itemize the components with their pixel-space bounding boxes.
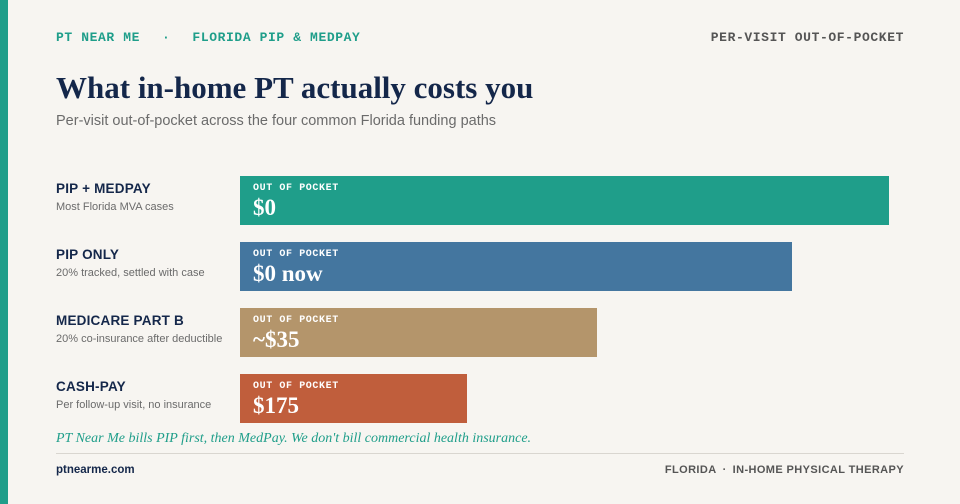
- category-description: 20% tracked, settled with case: [56, 267, 205, 279]
- brand-separator: ·: [162, 30, 171, 45]
- category-description: Most Florida MVA cases: [56, 201, 174, 213]
- billing-note: PT Near Me bills PIP first, then MedPay.…: [56, 431, 532, 446]
- bar-value-label: $0 now: [253, 261, 323, 286]
- row-label: CASH-PAY Per follow-up visit, no insuranc…: [56, 379, 236, 411]
- footer-service: IN-HOME PHYSICAL THERAPY: [732, 464, 904, 476]
- category-label: CASH-PAY: [56, 379, 126, 394]
- row-label: PIP + MEDPAY Most Florida MVA cases: [56, 181, 236, 213]
- category-label: MEDICARE PART B: [56, 313, 185, 328]
- bar-value-label: ~$35: [253, 327, 300, 352]
- footer-tagline: FLORIDA · IN-HOME PHYSICAL THERAPY: [665, 464, 904, 476]
- chart-row: CASH-PAY Per follow-up visit, no insuranc…: [56, 374, 906, 423]
- cost-bar: OUT OF POCKET $0: [240, 176, 889, 225]
- header-tagline: PER-VISIT OUT-OF-POCKET: [710, 30, 904, 45]
- chart-row: PIP + MEDPAY Most Florida MVA cases OUT OF…: [56, 176, 906, 225]
- footer-divider: [56, 453, 904, 454]
- row-label: MEDICARE PART B 20% co-insurance after de…: [56, 313, 236, 345]
- top-bar: PT NEAR ME · FLORIDA PIP & MEDPAY PER-VI…: [56, 30, 904, 45]
- row-label: PIP ONLY 20% tracked, settled with case: [56, 247, 236, 279]
- page-title: What in-home PT actually costs you: [56, 70, 534, 105]
- bar-value-label: $0: [253, 195, 276, 220]
- page-subtitle: Per-visit out-of-pocket across the four …: [56, 113, 497, 129]
- brand-region: FLORIDA PIP & MEDPAY: [192, 30, 361, 45]
- bar-value-label: $175: [253, 393, 299, 418]
- footer-site: ptnearme.com: [56, 464, 135, 476]
- bar-caption: OUT OF POCKET: [253, 381, 339, 392]
- cost-bar: OUT OF POCKET ~$35: [240, 308, 597, 357]
- brand-line: PT NEAR ME · FLORIDA PIP & MEDPAY: [56, 30, 360, 45]
- category-label: PIP ONLY: [56, 247, 120, 262]
- left-accent-stripe: [0, 0, 8, 504]
- footer-separator: ·: [722, 464, 727, 476]
- cost-bar: OUT OF POCKET $175: [240, 374, 467, 423]
- chart-row: PIP ONLY 20% tracked, settled with case OU…: [56, 242, 906, 291]
- bar-caption: OUT OF POCKET: [253, 183, 339, 194]
- cost-bar-chart: PIP + MEDPAY Most Florida MVA cases OUT OF…: [56, 176, 906, 440]
- cost-bar: OUT OF POCKET $0 now: [240, 242, 792, 291]
- bar-caption: OUT OF POCKET: [253, 249, 339, 260]
- bar-caption: OUT OF POCKET: [253, 315, 339, 326]
- category-description: 20% co-insurance after deductible: [56, 333, 223, 345]
- category-label: PIP + MEDPAY: [56, 181, 151, 196]
- brand-name: PT NEAR ME: [56, 30, 141, 45]
- category-description: Per follow-up visit, no insurance: [56, 399, 212, 411]
- chart-row: MEDICARE PART B 20% co-insurance after de…: [56, 308, 906, 357]
- footer-state: FLORIDA: [664, 464, 717, 476]
